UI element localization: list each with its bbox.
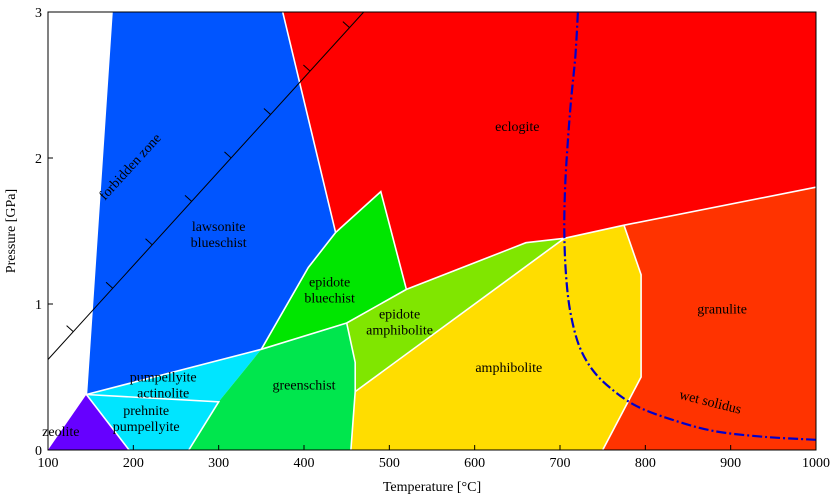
facies-label-pumpellyite-actinolite: pumpellyite actinolite [130,370,197,401]
facies-label-lawsonite-blueschist: lawsonite blueschist [191,220,247,251]
plot-frame [47,11,817,451]
x-tick-label: 800 [635,456,656,471]
forbidden-zone-line [47,11,365,360]
facies-label-epidote-bluechist: epidote bluechist [304,275,355,306]
forbidden-zone-tick [224,151,232,159]
x-axis-ticks: 100 200 300 400 500 600 700 800 900 1000 [38,445,830,471]
facies-boundary [86,186,817,396]
facies-boundary [354,237,565,393]
facies-label-granulite: granulite [697,302,747,317]
x-tick-label: 700 [550,456,571,471]
facies-label-epidote-amphibolite: epidote amphibolite [366,308,433,339]
forbidden-zone-tick [303,64,311,72]
forbidden-zone-tick [342,21,350,29]
forbidden-zone-tick [66,325,74,333]
facies-label-amphibolite: amphibolite [475,361,542,376]
y-tick-label: 0 [35,444,42,459]
x-tick-label: 500 [379,456,400,471]
y-tick-label: 3 [35,6,42,21]
facies-granulite [602,187,816,450]
y-axis-title: Pressure [GPa] [4,189,19,273]
x-tick-label: 900 [720,456,741,471]
x-axis-title: Temperature [°C] [383,480,481,495]
y-axis-ticks: 0 1 2 3 [35,6,53,459]
facies-eclogite [282,12,816,290]
facies-boundary [260,11,337,350]
y-tick-label: 1 [35,298,42,313]
axes: 100 200 300 400 500 600 700 800 900 1000 0 1 2 3 Tem… [4,6,830,495]
facies-amphibolite [350,225,642,450]
wet-solidus-curve [563,11,817,441]
facies-label-greenschist: greenschist [273,378,336,393]
facies-epidote-amphibolite [346,238,565,392]
forbidden-zone-tick [263,108,271,115]
facies-label-eclogite: eclogite [495,120,539,135]
facies-boundary [86,393,221,451]
facies-lawsonite-blueschist [86,12,336,395]
forbidden-zone-tick [145,238,153,246]
facies-label-zeolite: zeolite [42,425,79,440]
y-tick-label: 2 [35,152,42,167]
facies-boundaries [85,11,817,451]
facies-prehnite-pumpellyite [86,394,219,450]
facies-pumpellyite-actinolite [86,349,262,402]
facies-boundary [345,322,357,451]
forbidden-zone-tick [105,281,114,289]
facies-label-prehnite-pumpellyite: prehnite pumpellyite [113,404,180,435]
facies-greenschist [188,323,356,450]
facies-zeolite [48,394,130,450]
facies-boundary [601,224,642,451]
facies-epidote-bluechist [261,191,407,350]
x-tick-label: 1000 [802,456,830,471]
x-tick-label: 100 [38,456,59,471]
x-tick-label: 200 [123,456,144,471]
forbidden-zone-tick [184,194,192,202]
x-tick-label: 600 [464,456,485,471]
facies-boundary [335,190,408,290]
facies-regions [48,12,816,450]
x-tick-label: 300 [208,456,229,471]
x-tick-label: 400 [294,456,315,471]
